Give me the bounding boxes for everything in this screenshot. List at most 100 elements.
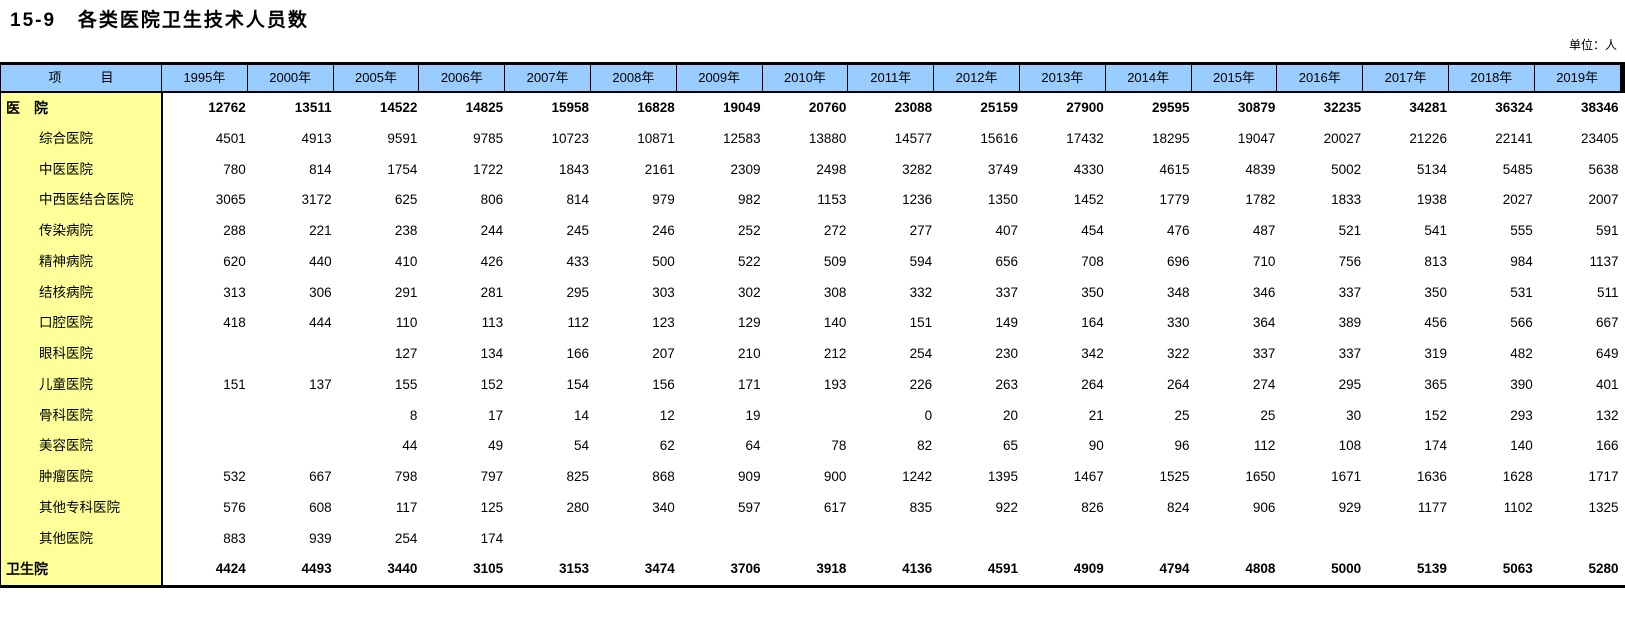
value-cell: 112 (1253, 438, 1276, 454)
value-cell: 4913 (301, 130, 332, 146)
value-cell: 1779 (1159, 192, 1190, 208)
row-label: 结核病院 (1, 277, 163, 309)
value-cell: 555 (1510, 223, 1533, 238)
table-row: 儿童医院 151 137 155 152 154 156 171 193 226 263 264 264… (1, 369, 1625, 401)
column-header-year: 2018年 (1448, 65, 1535, 91)
value-cell: 17432 (1066, 130, 1104, 146)
value-cell: 49 (488, 438, 504, 454)
value-cell: 129 (738, 315, 761, 331)
value-cell: 1636 (1416, 469, 1447, 484)
value-cell: 4615 (1159, 161, 1190, 177)
row-label: 精神病院 (1, 246, 163, 278)
value-cell: 433 (566, 253, 589, 269)
value-cell: 835 (909, 499, 933, 515)
value-cell: 14 (573, 407, 589, 423)
value-cell: 25 (1174, 407, 1190, 423)
column-header-year: 2009年 (676, 65, 763, 91)
value-cell: 337 (1252, 346, 1276, 361)
value-cell: 113 (481, 315, 504, 331)
value-cell: 2027 (1502, 192, 1533, 208)
value-cell: 174 (480, 530, 504, 546)
row-label: 卫生院 (1, 554, 163, 585)
value-cell: 34281 (1409, 100, 1447, 115)
value-cell: 78 (831, 438, 847, 454)
column-header-year: 2000年 (247, 65, 334, 91)
value-cell: 303 (652, 284, 675, 300)
value-cell (678, 524, 764, 555)
value-cell: 19 (745, 407, 761, 423)
value-cell: 426 (480, 253, 504, 269)
value-cell: 1325 (1588, 499, 1619, 515)
value-cell: 308 (823, 284, 847, 300)
column-header-year: 2015年 (1191, 65, 1278, 91)
value-cell: 174 (1424, 438, 1447, 454)
value-cell: 594 (909, 253, 933, 269)
value-cell: 30879 (1237, 100, 1276, 115)
value-cell: 591 (1596, 223, 1619, 238)
row-label: 其他专科医院 (1, 492, 163, 524)
value-cell (592, 524, 678, 555)
value-cell: 293 (1510, 407, 1533, 423)
value-cell: 939 (309, 530, 332, 546)
value-cell: 238 (394, 223, 418, 238)
value-cell: 14522 (379, 100, 418, 115)
value-cell (1193, 524, 1279, 555)
value-cell: 244 (480, 223, 504, 238)
table-body: 医 院 12762 13511 14522 14825 15958 16828 19049 20… (0, 93, 1625, 585)
value-cell (249, 431, 335, 462)
value-cell: 132 (1596, 407, 1619, 423)
value-cell: 288 (223, 223, 246, 238)
value-cell: 322 (1167, 346, 1190, 361)
value-cell: 814 (309, 161, 332, 177)
value-cell: 313 (223, 284, 246, 300)
value-cell: 20027 (1323, 130, 1362, 146)
column-header-year: 2006年 (419, 65, 506, 91)
header-right-filler (1620, 65, 1625, 91)
value-cell: 3706 (730, 561, 761, 577)
value-cell: 306 (309, 284, 332, 300)
row-label: 中医医院 (1, 154, 163, 186)
value-cell: 1177 (1417, 499, 1447, 515)
value-cell: 1833 (1331, 192, 1362, 208)
value-cell: 984 (1510, 253, 1533, 269)
value-cell: 207 (652, 346, 675, 361)
value-cell: 12583 (723, 130, 761, 146)
value-cell: 509 (823, 253, 847, 269)
value-cell: 123 (652, 315, 675, 331)
value-cell: 1395 (987, 469, 1018, 484)
value-cell: 127 (394, 346, 418, 361)
value-cell: 617 (823, 499, 847, 515)
value-cell: 29595 (1152, 100, 1190, 115)
value-cell: 1137 (1589, 253, 1619, 269)
value-cell: 3153 (558, 561, 589, 577)
value-cell (764, 524, 850, 555)
value-cell: 454 (1081, 223, 1104, 238)
value-cell: 521 (1338, 223, 1362, 238)
row-label: 口腔医院 (1, 308, 163, 339)
value-cell: 487 (1252, 223, 1276, 238)
value-cell (163, 339, 249, 370)
value-cell (1107, 524, 1193, 555)
value-cell: 4424 (215, 561, 246, 577)
value-cell: 295 (566, 284, 589, 300)
value-cell: 608 (309, 499, 332, 515)
value-cell: 982 (738, 192, 761, 208)
value-cell: 389 (1338, 315, 1362, 331)
value-cell: 3282 (902, 161, 933, 177)
value-cell: 806 (480, 192, 504, 208)
value-cell: 825 (566, 469, 589, 484)
value-cell (163, 431, 249, 462)
value-cell: 337 (1338, 346, 1362, 361)
value-cell: 407 (995, 223, 1018, 238)
table-row: 中医医院 780 814 1754 1722 1843 2161 2309 2498 3282 37… (1, 154, 1625, 186)
value-cell: 280 (566, 499, 589, 515)
value-cell: 5280 (1588, 561, 1619, 577)
value-cell: 511 (1597, 284, 1619, 300)
value-cell: 10723 (551, 130, 589, 146)
value-cell: 212 (823, 346, 847, 361)
value-cell: 3105 (473, 561, 504, 577)
value-cell: 65 (1002, 438, 1018, 454)
value-cell: 3749 (987, 161, 1018, 177)
value-cell: 401 (1596, 376, 1619, 392)
value-cell: 597 (738, 499, 761, 515)
